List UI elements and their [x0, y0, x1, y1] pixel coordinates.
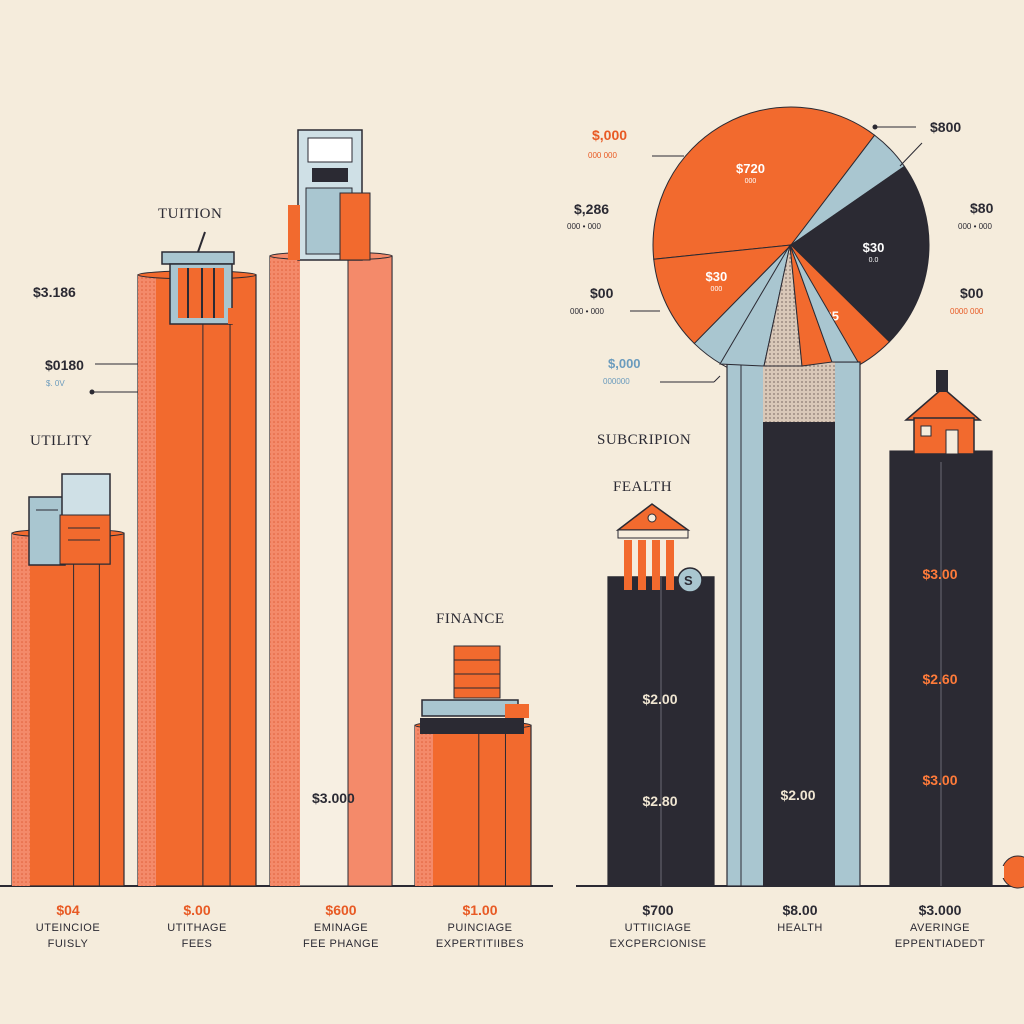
pie-callout-left-1: $,000 — [592, 127, 627, 143]
right-xlabel-line1-3: AVERINGE — [910, 922, 970, 934]
right-bar-value-1-2: $2.80 — [642, 793, 677, 809]
right-xlabel-value-2: $8.00 — [782, 902, 817, 918]
side-value-2-sub: $. 0V — [46, 379, 65, 388]
pie-callout-right-3-sub: 0000 000 — [950, 307, 984, 316]
category-title-finance: FINANCE — [436, 611, 505, 627]
pie-callout-left-4-sub: 000000 — [603, 377, 630, 386]
pie-slice-8 — [653, 244, 793, 345]
pie-slice-sub-8: 000 — [711, 286, 723, 293]
pie-leader-left-4b — [713, 375, 721, 383]
left-bar-1 — [11, 528, 125, 887]
category-title-utility: UTILITY — [30, 433, 93, 449]
right-xlabel-line2-1: EXCPERCIONISE — [610, 938, 707, 950]
right-bar-value-3-2: $2.60 — [922, 671, 957, 687]
pie-callout-right-2: $80 — [970, 200, 994, 216]
side-value-1: $3.186 — [33, 284, 76, 300]
right-bar-value-3-3: $3.00 — [922, 772, 957, 788]
left-xlabel-line2-2: FEES — [182, 938, 213, 950]
left-xlabel-value-2: $.00 — [183, 902, 210, 918]
pie-slice-1 — [652, 106, 876, 260]
pie-callout-left-2: $,286 — [574, 201, 609, 217]
pie-leader-right-1b — [899, 142, 923, 167]
pie-callout-right-2-sub: 000 • 000 — [958, 222, 992, 231]
category-title-subscription: SUBCRIPION — [597, 432, 691, 448]
pie-callout-left-3: $00 — [590, 285, 614, 301]
left-xlabel-line1-1: UTEINCIOE — [36, 922, 100, 934]
left-xlabel-value-3: $600 — [325, 902, 356, 918]
pie-slice-3 — [790, 165, 930, 343]
coin-stack-icon — [420, 645, 529, 734]
right-bar-1 — [607, 576, 715, 887]
svg-text:S: S — [684, 573, 693, 588]
side-leader-2-dot — [89, 389, 95, 395]
pie-callout-left-2-sub: 000 • 000 — [567, 222, 601, 231]
right-xlabel-value-3: $3.000 — [919, 902, 962, 918]
left-xlabel-line1-4: PUINCIAGE — [447, 922, 512, 934]
pie-slice-sub-3: 0.0 — [869, 257, 879, 264]
pie-callout-left-1-sub: 000 000 — [588, 151, 617, 160]
left-xlabel-value-4: $1.00 — [462, 902, 497, 918]
pie-callout-left-4: $,000 — [608, 356, 641, 371]
paper-stack-icon — [28, 473, 111, 566]
pie-callout-right-3: $00 — [960, 285, 984, 301]
right-bar-value-3-1: $3.00 — [922, 566, 957, 582]
pie-slice-label-3: $30 — [863, 240, 885, 255]
pie-slice-sub-1: 000 — [745, 178, 757, 185]
right-bar-value-1-1: $2.00 — [642, 691, 677, 707]
bank-icon: S — [615, 503, 703, 593]
pie-to-bar-funnel — [719, 244, 859, 367]
right-bar-2 — [726, 361, 861, 887]
right-bar-chart: S SUBCRIPION FEALTH $2.00 $2.80 $2.00 $3.00… — [576, 244, 1024, 950]
side-value-2: $0180 — [45, 357, 84, 373]
right-bar-value-2-1: $2.00 — [780, 787, 815, 803]
left-xlabel-line2-1: FUISLY — [48, 938, 89, 950]
left-xlabel-value-1: $04 — [56, 902, 80, 918]
right-bar-3 — [889, 450, 993, 887]
right-xlabel-value-1: $700 — [642, 902, 673, 918]
left-bar-4 — [414, 720, 532, 887]
pie-callout-left-3-sub: 000 • 000 — [570, 307, 604, 316]
left-xlabel-line2-4: EXPERTITIIBES — [436, 938, 524, 950]
right-xlabel-line1-1: UTTIICIAGE — [625, 922, 692, 934]
lectern-icon — [161, 231, 248, 325]
pie-slice-label-8: $30 — [706, 269, 728, 284]
calculator-icon — [288, 129, 371, 261]
right-xlabel-line2-3: EPPENTIADEDT — [895, 938, 985, 950]
pie-leader-right-1-dot — [872, 124, 878, 130]
pie-slice-label-1: $720 — [736, 161, 765, 176]
pie-callout-right-1: $800 — [930, 119, 961, 135]
left-xlabel-line2-3: FEE PHANGE — [303, 938, 379, 950]
left-bar-2 — [137, 270, 257, 887]
house-icon — [903, 370, 983, 462]
right-xlabel-line1-2: HEALTH — [777, 922, 823, 934]
category-title-health: FEALTH — [613, 479, 672, 495]
left-bar-chart: UTILITY TUITION FINANCE $3.186 $0180 $. … — [0, 129, 553, 950]
category-title-tuition: TUITION — [158, 206, 222, 222]
left-bar-3 — [269, 251, 393, 887]
left-xlabel-line1-3: EMINAGE — [314, 922, 368, 934]
corner-decoration-dot — [1000, 866, 1004, 878]
inner-bar-value: $3.000 — [312, 790, 355, 806]
left-xlabel-line1-2: UTITHAGE — [167, 922, 227, 934]
corner-decoration — [1001, 855, 1024, 889]
